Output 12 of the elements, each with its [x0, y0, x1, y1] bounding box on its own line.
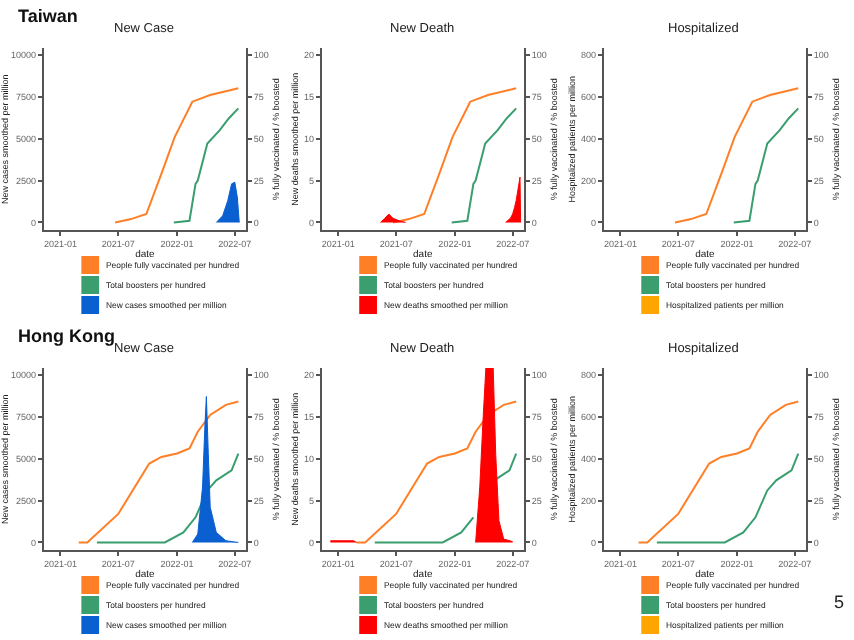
- line-series: [674, 87, 800, 224]
- line-series: [450, 107, 518, 224]
- line-series: [114, 87, 240, 224]
- line-series: [172, 107, 240, 224]
- line-series: [95, 452, 240, 544]
- line-series: [77, 400, 240, 544]
- text: 5: [834, 592, 845, 612]
- line-series: [637, 400, 800, 544]
- text: Hong Kong: [18, 326, 115, 346]
- line-series: [732, 107, 800, 224]
- line-series: [655, 452, 800, 544]
- text: Taiwan: [18, 6, 78, 26]
